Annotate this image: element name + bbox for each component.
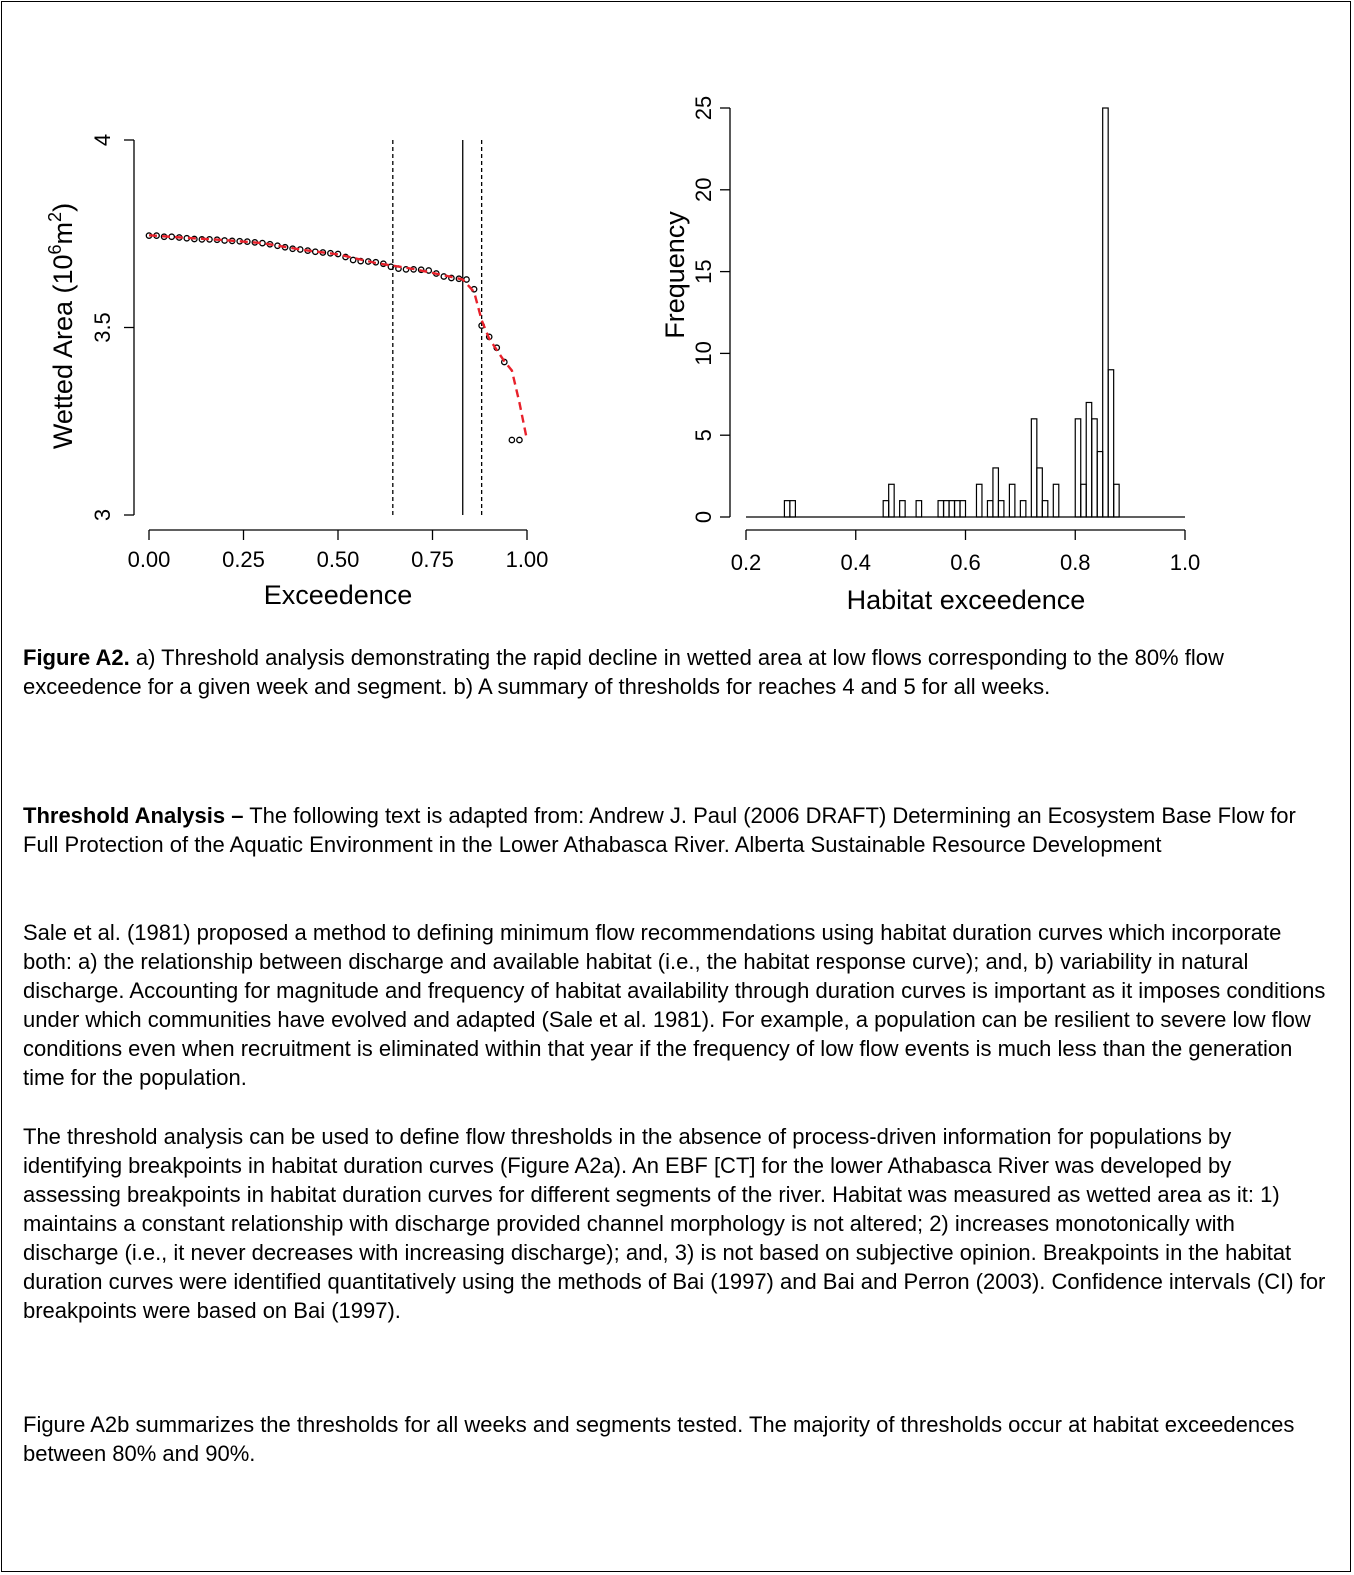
data-point xyxy=(516,436,523,444)
histogram-bar xyxy=(1036,467,1043,518)
y-tick-label: 10 xyxy=(691,341,716,365)
figure-a2b-histogram: 0.2 0.4 0.6 0.8 1.0 0 5 10 15 20 25 Habitat exceed… xyxy=(660,96,1200,615)
y-tick-label: 0 xyxy=(691,511,716,523)
paragraph-1: Sale et al. (1981) proposed a method to … xyxy=(23,920,1326,1090)
histogram-bar xyxy=(882,500,890,518)
data-point xyxy=(463,276,470,283)
histogram-bar xyxy=(975,483,983,518)
x-tick-label: 1.00 xyxy=(506,547,549,572)
histogram-bar xyxy=(783,500,791,518)
histogram-bar xyxy=(953,500,961,518)
histogram-bar xyxy=(1113,483,1120,518)
histogram-bar xyxy=(1074,418,1082,518)
y-tick-label: 5 xyxy=(691,429,716,441)
figure-caption-label: Figure A2. xyxy=(23,645,130,670)
x-tick-label: 0.50 xyxy=(317,547,360,572)
figure-a2a-chart: 0.00 0.25 0.50 0.75 1.00 3 3.5 4 Exceedence Wet… xyxy=(45,134,548,610)
histogram-bar xyxy=(1085,401,1093,518)
figure-a2b-axes: 0.2 0.4 0.6 0.8 1.0 0 5 10 15 20 25 xyxy=(691,96,1200,575)
histogram-bar xyxy=(1019,500,1027,518)
histogram-bar xyxy=(1052,483,1060,518)
y-tick-label: 20 xyxy=(691,178,716,202)
figure-a2a-axes: 0.00 0.25 0.50 0.75 1.00 3 3.5 4 xyxy=(90,134,548,572)
histogram-bar xyxy=(899,500,906,518)
histogram-bar xyxy=(1091,418,1098,518)
x-tick-label: 0.6 xyxy=(950,550,981,575)
paragraph-3: Figure A2b summarizes the thresholds for… xyxy=(23,1412,1295,1466)
data-point xyxy=(508,436,516,444)
figure-a2b-ylabel: Frequency xyxy=(660,211,690,339)
histogram-bar xyxy=(997,500,1005,518)
data-point xyxy=(417,266,425,274)
y-tick-label: 15 xyxy=(691,259,716,283)
figure-caption: Figure A2. a) Threshold analysis demonst… xyxy=(23,643,1333,701)
y-tick-label: 3.5 xyxy=(90,312,115,343)
histogram-bar xyxy=(937,500,945,518)
section-heading: Threshold Analysis – xyxy=(23,803,244,828)
figure-a2b-xlabel: Habitat exceedence xyxy=(847,585,1086,615)
histogram-bar xyxy=(789,500,796,518)
histogram-bar xyxy=(915,500,923,518)
section-intro: Threshold Analysis – The following text … xyxy=(23,801,1333,859)
histogram-bar xyxy=(1041,500,1049,518)
histogram-bar xyxy=(992,467,1000,518)
figure-a2a-xlabel: Exceedence xyxy=(264,580,413,610)
histogram-bar xyxy=(942,500,950,518)
y-tick-label: 3 xyxy=(90,509,115,521)
histogram-bar xyxy=(888,483,895,518)
y-tick-label: 25 xyxy=(691,96,716,120)
figure-a2a-marks xyxy=(145,140,529,515)
x-tick-label: 0.8 xyxy=(1060,550,1091,575)
histogram-bar xyxy=(1102,107,1109,518)
data-point xyxy=(221,237,228,244)
histogram-bar xyxy=(1096,450,1104,518)
histogram-bar xyxy=(1107,369,1115,518)
data-point xyxy=(349,256,357,264)
histogram-bar xyxy=(959,500,967,518)
histogram-bar xyxy=(1080,483,1087,518)
figure-caption-text: a) Threshold analysis demonstrating the … xyxy=(23,645,1224,699)
x-tick-label: 1.0 xyxy=(1170,550,1201,575)
section-intro-text: The following text is adapted from: Andr… xyxy=(23,803,1296,857)
x-tick-label: 0.4 xyxy=(840,550,871,575)
histogram-bar xyxy=(948,500,956,518)
histogram-bar xyxy=(1030,418,1038,518)
data-point xyxy=(448,274,455,282)
x-tick-label: 0.2 xyxy=(731,550,762,575)
x-tick-label: 0.00 xyxy=(128,547,171,572)
x-tick-label: 0.25 xyxy=(222,547,265,572)
fit-line xyxy=(148,234,529,441)
histogram-bar xyxy=(1008,483,1016,518)
histogram-bar xyxy=(986,500,994,518)
figure-a2b-bars xyxy=(746,107,1185,518)
paragraph-2: The threshold analysis can be used to de… xyxy=(23,1124,1326,1323)
figure-a2a-ylabel: Wetted Area (106m2) xyxy=(45,203,78,449)
y-tick-label: 4 xyxy=(90,134,115,146)
x-tick-label: 0.75 xyxy=(411,547,454,572)
